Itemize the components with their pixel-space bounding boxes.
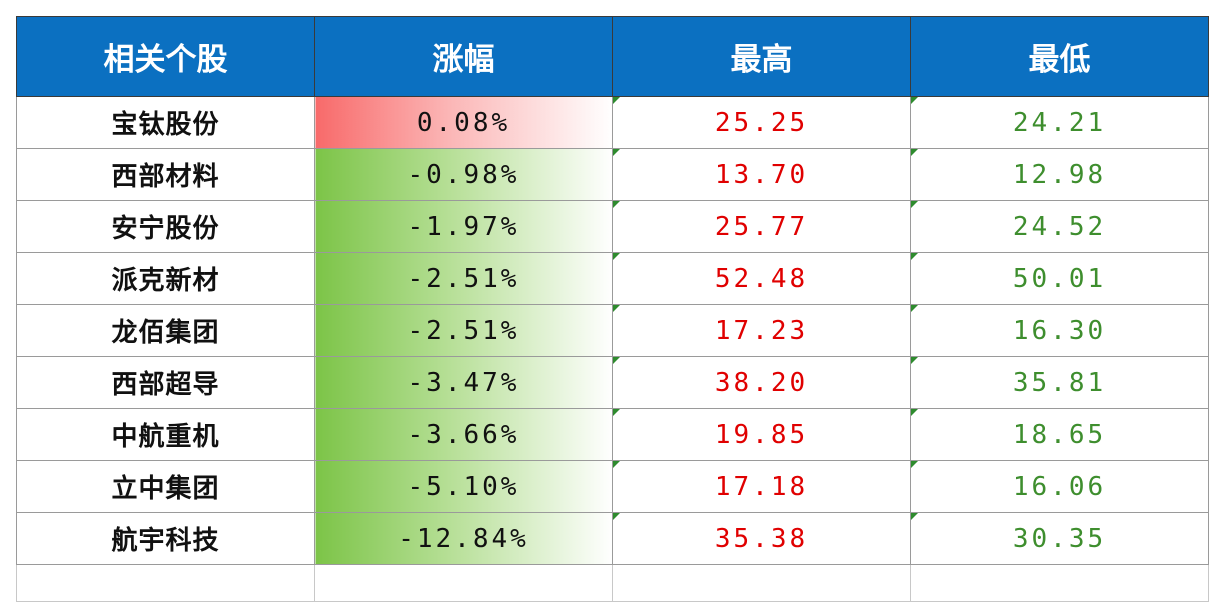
stock-name: 派克新材 [16,252,315,305]
stock-name: 宝钛股份 [16,96,315,149]
stock-name: 中航重机 [16,408,315,461]
table-header-row: 相关个股 涨幅 最高 最低 [16,16,1209,97]
stock-name: 安宁股份 [16,200,315,253]
empty-cell[interactable] [314,564,613,602]
stock-name: 龙佰集团 [16,304,315,357]
header-change[interactable]: 涨幅 [314,16,613,97]
change-cell: -3.47% [314,356,613,409]
change-cell: -12.84% [314,512,613,565]
change-cell: -5.10% [314,460,613,513]
high-cell: 35.38 [612,512,911,565]
change-cell: 0.08% [314,96,613,149]
low-cell: 30.35 [910,512,1209,565]
table-row[interactable]: 立中集团 -5.10% 17.18 16.06 [16,460,1209,513]
low-cell: 12.98 [910,148,1209,201]
change-cell: -0.98% [314,148,613,201]
stock-name: 航宇科技 [16,512,315,565]
low-cell: 50.01 [910,252,1209,305]
empty-cell[interactable] [16,564,315,602]
high-cell: 13.70 [612,148,911,201]
high-cell: 19.85 [612,408,911,461]
low-cell: 24.21 [910,96,1209,149]
table-row[interactable]: 派克新材 -2.51% 52.48 50.01 [16,252,1209,305]
header-stock[interactable]: 相关个股 [16,16,315,97]
low-cell: 16.06 [910,460,1209,513]
low-cell: 24.52 [910,200,1209,253]
related-stocks-table: 相关个股 涨幅 最高 最低 宝钛股份 0.08% 25.25 24.21 西部材… [16,16,1209,602]
change-cell: -2.51% [314,304,613,357]
high-cell: 38.20 [612,356,911,409]
change-cell: -1.97% [314,200,613,253]
table-row[interactable]: 航宇科技 -12.84% 35.38 30.35 [16,512,1209,565]
table-row[interactable]: 安宁股份 -1.97% 25.77 24.52 [16,200,1209,253]
low-cell: 35.81 [910,356,1209,409]
table-row[interactable]: 龙佰集团 -2.51% 17.23 16.30 [16,304,1209,357]
table-row[interactable]: 中航重机 -3.66% 19.85 18.65 [16,408,1209,461]
high-cell: 17.18 [612,460,911,513]
stock-name: 西部材料 [16,148,315,201]
table-row[interactable]: 西部超导 -3.47% 38.20 35.81 [16,356,1209,409]
high-cell: 17.23 [612,304,911,357]
high-cell: 52.48 [612,252,911,305]
high-cell: 25.25 [612,96,911,149]
header-low[interactable]: 最低 [910,16,1209,97]
low-cell: 18.65 [910,408,1209,461]
stock-name: 立中集团 [16,460,315,513]
change-cell: -2.51% [314,252,613,305]
change-cell: -3.66% [314,408,613,461]
stock-table-container: 相关个股 涨幅 最高 最低 宝钛股份 0.08% 25.25 24.21 西部材… [16,16,1209,602]
low-cell: 16.30 [910,304,1209,357]
table-row[interactable]: 西部材料 -0.98% 13.70 12.98 [16,148,1209,201]
empty-cell[interactable] [910,564,1209,602]
empty-cell[interactable] [612,564,911,602]
header-high[interactable]: 最高 [612,16,911,97]
high-cell: 25.77 [612,200,911,253]
table-row[interactable]: 宝钛股份 0.08% 25.25 24.21 [16,96,1209,149]
empty-row [16,564,1209,602]
stock-name: 西部超导 [16,356,315,409]
